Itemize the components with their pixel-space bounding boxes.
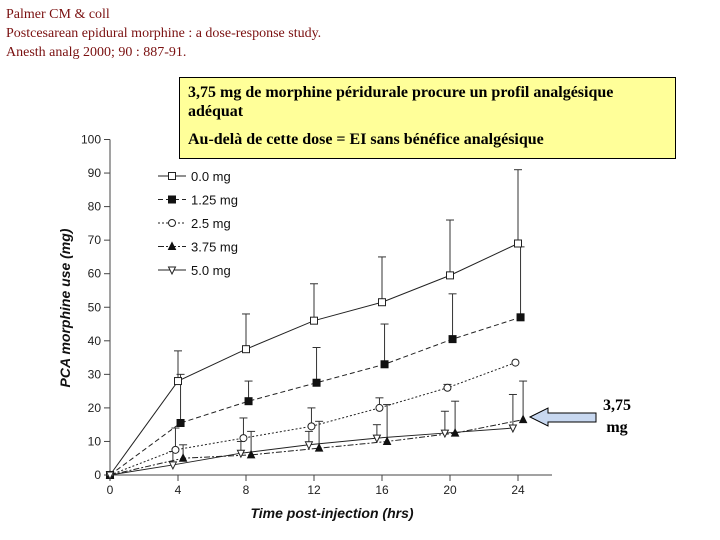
y-tick-label: 40	[88, 334, 102, 348]
x-tick-label: 0	[107, 483, 114, 497]
error-bars	[168, 169, 528, 465]
data-point-marker	[375, 403, 384, 412]
y-tick-label: 60	[88, 267, 102, 281]
data-point-marker	[446, 271, 454, 280]
x-tick-label: 24	[511, 483, 525, 497]
x-tick-label: 20	[443, 483, 457, 497]
y-axis-title: PCA morphine use (mg)	[57, 228, 73, 387]
data-point-marker	[514, 239, 522, 248]
data-point-marker	[178, 453, 188, 462]
conclusion-callout: 3,75 mg de morphine péridurale procure u…	[179, 77, 676, 159]
y-tick-label: 30	[88, 367, 102, 381]
x-axis-title: Time post-injection (hrs)	[250, 505, 413, 521]
callout-line-2: Au-delà de cette dose = EI sans bénéfice…	[188, 131, 544, 148]
x-tick-label: 12	[307, 483, 321, 497]
dose-arrow-label-value: 3,75	[603, 397, 631, 414]
callout-line-1: 3,75 mg de morphine péridurale procure u…	[188, 84, 614, 120]
data-point-marker	[516, 313, 525, 322]
chart-legend: 0.0 mg 1.25 mg 2.5 mg 3.75 mg 5.0 mg	[158, 169, 238, 278]
data-point-marker	[443, 383, 452, 392]
y-tick-label: 50	[88, 300, 102, 314]
data-point-marker	[304, 441, 314, 450]
data-point-marker	[372, 434, 382, 444]
data-point-marker	[310, 316, 318, 325]
data-point-marker	[518, 414, 528, 424]
x-tick-label: 4	[175, 483, 182, 497]
data-point-marker	[380, 360, 389, 369]
data-point-marker	[242, 345, 250, 354]
data-point-marker	[378, 298, 386, 307]
data-point-marker	[167, 241, 177, 250]
legend-label: 0.0 mg	[191, 169, 231, 184]
citation-journal: Anesth analg 2000; 90 : 887-91.	[6, 45, 187, 60]
series-markers	[105, 239, 528, 481]
data-point-marker	[314, 443, 324, 452]
dose-arrow-label-unit: mg	[606, 419, 627, 436]
legend-label: 2.5 mg	[191, 216, 231, 231]
y-tick-label: 20	[88, 401, 102, 415]
y-tick-label: 10	[88, 434, 102, 448]
data-point-marker	[174, 377, 182, 386]
data-point-marker	[450, 427, 460, 437]
data-point-marker	[382, 436, 392, 445]
chart-axes: 0 10 20 30 40 50 60 70 80 90 100 0 4 8 12 16 20 24	[81, 133, 552, 497]
data-point-marker	[246, 449, 256, 459]
data-point-marker	[176, 418, 185, 427]
data-point-marker	[236, 449, 246, 459]
x-tick-label: 8	[243, 483, 250, 497]
y-tick-label: 90	[88, 166, 102, 180]
data-point-marker	[244, 397, 253, 406]
dose-arrow	[528, 407, 597, 427]
y-tick-label: 70	[88, 233, 102, 247]
data-point-marker	[168, 172, 176, 180]
y-tick-label: 80	[88, 200, 102, 214]
legend-label: 1.25 mg	[191, 193, 238, 208]
x-tick-label: 16	[375, 483, 389, 497]
series-line	[109, 243, 519, 476]
data-point-marker	[105, 471, 115, 481]
data-point-marker	[508, 424, 518, 434]
data-point-marker	[171, 445, 180, 454]
reference-citation: Palmer CM & coll Postcesarean epidural m…	[6, 5, 321, 62]
data-point-marker	[511, 358, 520, 367]
citation-title: Postcesarean epidural morphine : a dose-…	[6, 26, 322, 41]
data-point-marker	[168, 461, 178, 471]
data-point-marker	[167, 266, 177, 276]
y-tick-label: 100	[81, 133, 101, 147]
data-point-marker	[168, 195, 176, 204]
data-point-marker	[239, 434, 248, 443]
data-point-marker	[307, 422, 316, 431]
y-tick-label: 0	[94, 468, 101, 482]
data-point-marker	[448, 335, 457, 344]
citation-authors: Palmer CM & coll	[6, 7, 110, 22]
data-point-marker	[168, 219, 176, 227]
data-point-marker	[312, 378, 321, 387]
legend-label: 3.75 mg	[191, 240, 238, 255]
data-point-marker	[440, 429, 450, 439]
legend-label: 5.0 mg	[191, 263, 231, 278]
dose-arrow-shape	[528, 407, 597, 427]
